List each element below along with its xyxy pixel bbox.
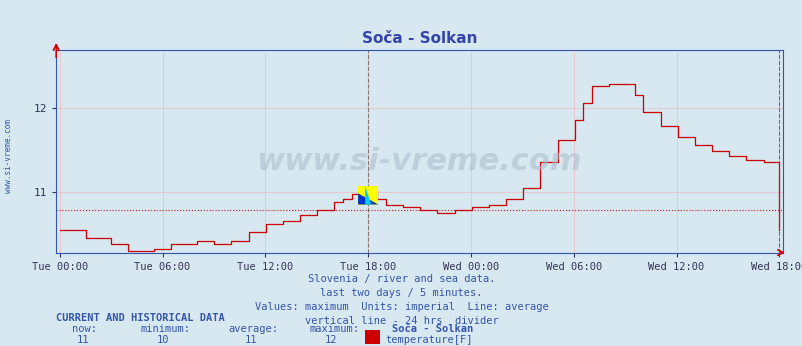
Text: maximum:: maximum: [309,324,358,334]
Text: last two days / 5 minutes.: last two days / 5 minutes. [320,288,482,298]
Text: temperature[F]: temperature[F] [385,335,472,345]
Text: CURRENT AND HISTORICAL DATA: CURRENT AND HISTORICAL DATA [56,313,225,323]
Polygon shape [365,186,371,204]
Text: 11: 11 [245,335,257,345]
Text: minimum:: minimum: [140,324,190,334]
Text: www.si-vreme.com: www.si-vreme.com [257,147,581,176]
Text: Values: maximum  Units: imperial  Line: average: Values: maximum Units: imperial Line: av… [254,302,548,312]
Text: vertical line - 24 hrs  divider: vertical line - 24 hrs divider [304,316,498,326]
Text: 11: 11 [76,335,89,345]
Title: Soča - Solkan: Soča - Solkan [362,31,476,46]
Text: www.si-vreme.com: www.si-vreme.com [4,119,13,193]
Text: 12: 12 [325,335,338,345]
Text: 10: 10 [156,335,169,345]
Text: Soča - Solkan: Soča - Solkan [391,324,472,334]
Text: average:: average: [229,324,278,334]
Text: Slovenia / river and sea data.: Slovenia / river and sea data. [307,274,495,284]
Bar [358,186,378,204]
Text: now:: now: [72,324,97,334]
Polygon shape [358,193,378,204]
